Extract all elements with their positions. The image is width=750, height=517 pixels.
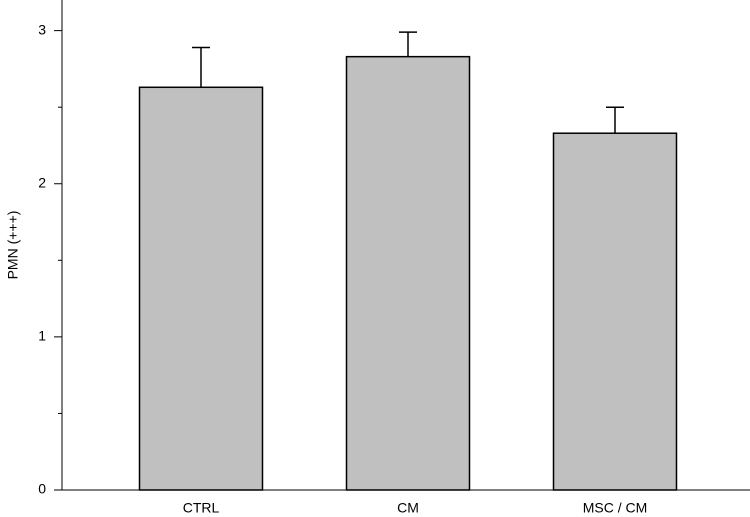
y-tick-label: 0: [38, 481, 46, 497]
y-tick-label: 2: [38, 174, 46, 190]
y-axis-label: PMN (+++): [5, 211, 21, 280]
y-tick-label: 3: [38, 21, 46, 37]
bar: [552, 132, 678, 491]
x-tick-label: CTRL: [183, 500, 220, 516]
x-tick-label: MSC / CM: [583, 500, 648, 516]
x-tick-label: CM: [397, 500, 419, 516]
bar: [345, 55, 471, 491]
y-tick-label: 1: [38, 328, 46, 344]
bar: [138, 86, 264, 491]
